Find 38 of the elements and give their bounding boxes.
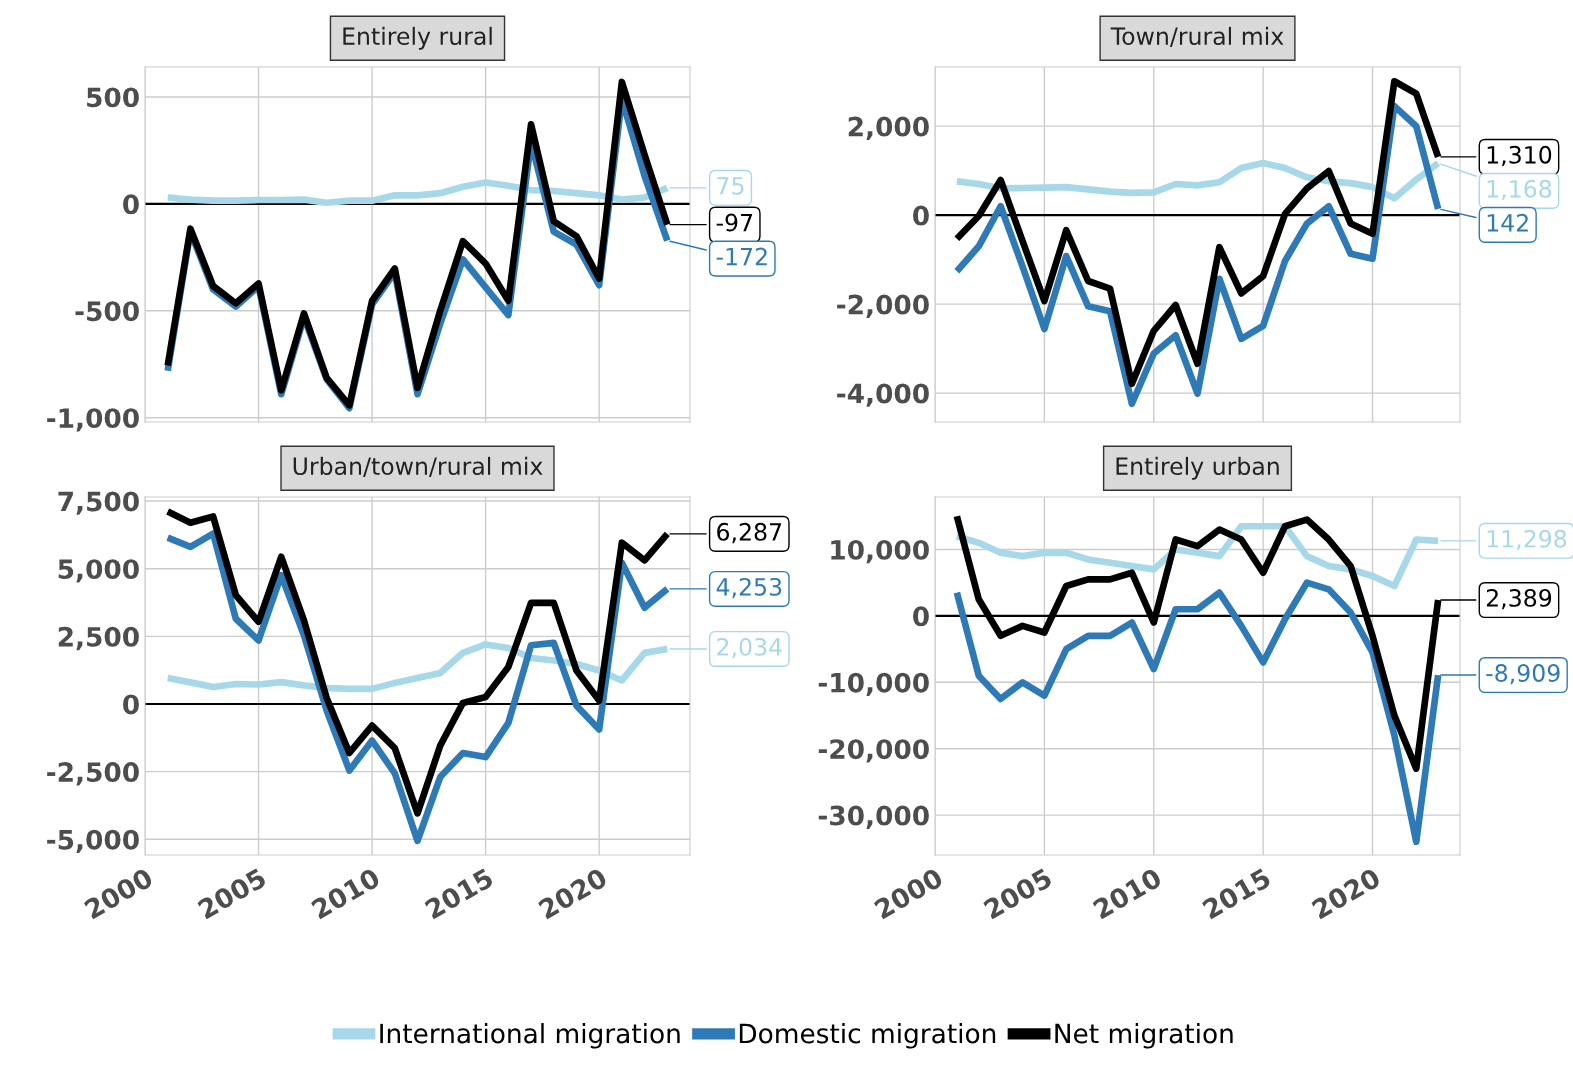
- data-label: 1,168: [1487, 179, 1552, 201]
- legend-label: Net migration: [1055, 1023, 1233, 1049]
- y-tick-label: 0: [913, 606, 929, 627]
- chart-title: Urban/town/rural mix: [293, 456, 543, 477]
- y-tick-label: -1,000: [47, 408, 139, 432]
- y-tick-label: 2,500: [58, 626, 139, 651]
- y-tick-label: -20,000: [818, 739, 929, 763]
- y-tick-label: -2,500: [47, 762, 139, 786]
- y-tick-label: -4,000: [837, 383, 929, 407]
- y-tick-label: -5,000: [47, 829, 139, 854]
- data-label: 6,287: [717, 522, 782, 544]
- y-tick-label: 7,500: [58, 491, 139, 515]
- data-label: 142: [1487, 213, 1528, 232]
- y-tick-label: 5,000: [58, 559, 139, 583]
- y-tick-label: 0: [123, 694, 139, 715]
- data-label: 11,298: [1487, 529, 1567, 551]
- legend-label: Domestic migration: [739, 1023, 996, 1049]
- data-label: 2,034: [717, 637, 782, 659]
- y-tick-label: -30,000: [818, 805, 929, 829]
- y-tick-label: 0: [123, 194, 139, 215]
- chart-title: Entirely rural: [343, 26, 492, 50]
- y-tick-label: -2,000: [837, 294, 929, 318]
- chart-title: Entirely urban: [1116, 456, 1279, 480]
- y-tick-label: 10,000: [831, 539, 929, 564]
- legend-label: International migration: [380, 1023, 680, 1049]
- data-label: -172: [716, 247, 767, 266]
- data-label: 1,310: [1487, 145, 1552, 167]
- y-tick-label: -500: [75, 301, 139, 322]
- y-tick-label: 500: [87, 87, 139, 108]
- data-label: -97: [716, 213, 753, 232]
- data-label: 75: [717, 177, 744, 195]
- y-tick-label: -10,000: [818, 672, 929, 697]
- data-label: -8,909: [1486, 664, 1560, 685]
- y-tick-label: 0: [913, 205, 929, 226]
- y-tick-label: 2,000: [848, 116, 929, 140]
- chart-title: Town/rural mix: [1110, 26, 1284, 47]
- data-label: 4,253: [716, 577, 782, 599]
- data-label: 2,389: [1486, 589, 1552, 610]
